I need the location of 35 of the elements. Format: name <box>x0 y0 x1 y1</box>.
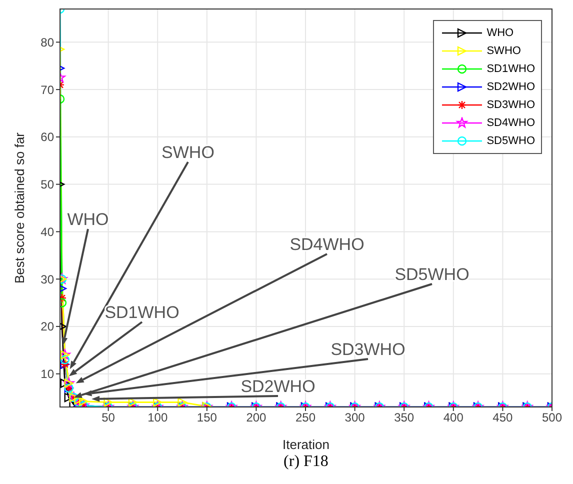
legend-label: SWHO <box>486 45 521 57</box>
x-tick-label: 300 <box>344 410 366 425</box>
annotation: SD3WHO <box>330 340 406 359</box>
x-tick-label: 150 <box>196 410 218 425</box>
legend-label: WHO <box>486 27 514 39</box>
text: (r) F18 <box>284 453 328 470</box>
y-tick-label: 40 <box>40 224 54 239</box>
x-tick-label: 350 <box>394 410 414 425</box>
legend-label: SD1WHO <box>486 63 535 75</box>
annotation: SD1WHO <box>104 303 180 322</box>
legend-label: SD5WHO <box>486 135 535 147</box>
x-tick-label: 200 <box>246 410 267 425</box>
annotation: SD5WHO <box>394 265 470 284</box>
y-tick-label: 20 <box>40 320 54 334</box>
y-tick-label: 70 <box>40 82 54 97</box>
x-tick-label: 250 <box>295 410 316 425</box>
x-tick-label: 450 <box>492 410 514 425</box>
x-tick-label: 500 <box>542 410 562 425</box>
x-tick-label: 100 <box>148 410 168 425</box>
y-axis-title: Best score obtained so far <box>12 132 27 284</box>
x-tick-label: 400 <box>443 410 464 425</box>
y-tick-label: 30 <box>40 272 54 286</box>
legend-label: SD3WHO <box>486 99 535 111</box>
annotation: SD4WHO <box>290 235 364 254</box>
y-tick-label: 50 <box>40 178 54 192</box>
y-tick-label: 10 <box>40 367 54 382</box>
annotation: WHO <box>67 210 109 229</box>
x-tick-label: 50 <box>102 410 116 425</box>
legend-label: SD2WHO <box>486 81 535 93</box>
y-tick-label: 80 <box>40 35 54 50</box>
annotation: SD2WHO <box>240 377 316 396</box>
y-tick-label: 60 <box>40 130 54 144</box>
legend-label: SD4WHO <box>486 117 535 129</box>
x-axis-title: Iteration <box>282 437 330 452</box>
annotation: SWHO <box>162 143 214 162</box>
